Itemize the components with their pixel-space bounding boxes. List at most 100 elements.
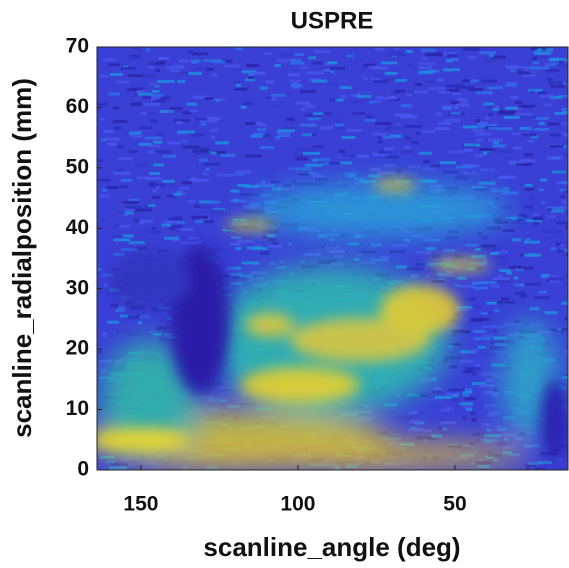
texture	[306, 71, 324, 75]
texture	[251, 71, 266, 75]
texture	[313, 49, 331, 53]
texture	[484, 60, 496, 64]
texture	[541, 201, 546, 205]
texture	[394, 78, 407, 82]
texture	[448, 388, 465, 392]
texture	[464, 367, 481, 371]
texture	[498, 110, 516, 114]
texture	[505, 65, 519, 69]
texture	[97, 356, 107, 360]
texture	[452, 333, 457, 337]
texture	[445, 236, 459, 240]
texture	[463, 171, 469, 175]
texture	[179, 228, 194, 232]
texture	[165, 66, 179, 70]
texture	[392, 51, 408, 55]
texture	[391, 243, 408, 247]
texture	[502, 191, 519, 195]
texture	[476, 122, 484, 126]
texture	[558, 94, 568, 98]
texture	[260, 251, 270, 255]
texture	[260, 193, 269, 197]
texture	[431, 280, 445, 284]
texture	[523, 253, 542, 257]
texture	[453, 357, 464, 361]
texture	[159, 110, 174, 114]
texture	[302, 112, 315, 116]
texture	[102, 188, 108, 192]
texture	[556, 221, 568, 225]
y-tick-label: 70	[66, 35, 89, 58]
texture	[264, 52, 273, 56]
texture	[346, 54, 354, 58]
texture	[106, 292, 118, 296]
texture	[420, 48, 437, 52]
texture	[113, 171, 132, 175]
texture	[407, 165, 421, 169]
texture	[535, 280, 542, 284]
texture	[326, 59, 335, 63]
texture	[492, 375, 503, 379]
texture	[324, 179, 338, 183]
texture	[138, 142, 152, 146]
texture	[485, 247, 502, 251]
texture	[222, 267, 236, 271]
texture	[259, 146, 274, 150]
texture	[512, 132, 530, 136]
texture	[114, 168, 125, 172]
texture	[462, 125, 479, 129]
texture	[379, 410, 397, 414]
texture	[533, 55, 551, 59]
texture	[462, 393, 470, 397]
texture	[154, 84, 160, 88]
texture	[206, 67, 214, 71]
texture	[347, 174, 356, 178]
texture	[226, 405, 240, 409]
texture	[199, 217, 211, 221]
texture	[305, 163, 323, 167]
texture	[262, 235, 267, 239]
texture	[240, 402, 256, 406]
texture	[115, 80, 130, 84]
texture	[406, 393, 420, 397]
texture	[562, 376, 568, 380]
texture	[210, 247, 227, 251]
texture	[557, 249, 565, 253]
texture	[429, 165, 437, 169]
texture	[492, 144, 506, 148]
texture	[267, 175, 274, 179]
texture	[470, 412, 476, 416]
texture	[538, 94, 554, 98]
texture	[447, 345, 454, 349]
texture	[462, 390, 473, 394]
texture	[506, 216, 523, 220]
texture	[494, 255, 504, 259]
y-tick-label: 50	[66, 155, 89, 178]
texture	[390, 240, 408, 244]
texture	[472, 372, 477, 376]
texture	[123, 213, 129, 217]
texture	[544, 103, 553, 107]
texture	[489, 58, 500, 62]
texture	[178, 71, 189, 75]
texture	[503, 437, 509, 441]
texture	[122, 200, 140, 204]
texture	[563, 153, 568, 157]
texture	[497, 442, 507, 446]
texture	[312, 61, 326, 65]
texture	[493, 140, 500, 144]
texture	[150, 144, 161, 148]
texture	[119, 224, 131, 228]
texture	[515, 267, 524, 271]
texture	[350, 93, 363, 97]
texture	[272, 187, 282, 191]
texture	[505, 271, 513, 275]
texture	[546, 70, 552, 74]
texture	[148, 163, 164, 167]
texture	[520, 253, 527, 257]
texture	[97, 350, 103, 354]
texture	[329, 238, 335, 242]
texture	[421, 56, 428, 60]
texture	[290, 59, 302, 63]
texture	[101, 138, 106, 142]
